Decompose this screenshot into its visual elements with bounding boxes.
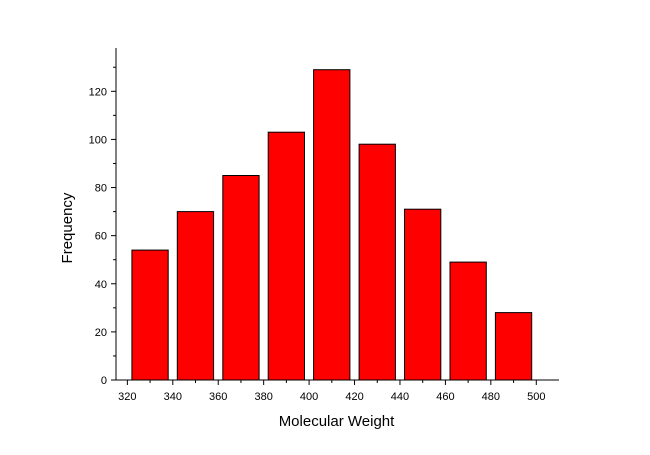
x-tick-label: 480	[482, 391, 500, 403]
y-tick-label: 20	[95, 327, 107, 339]
y-axis-title: Frequency	[59, 192, 76, 263]
x-tick-label: 400	[300, 391, 318, 403]
y-tick-label: 60	[95, 231, 107, 243]
bar-7	[449, 261, 487, 381]
bar-2	[222, 175, 260, 381]
x-tick-label: 420	[345, 391, 363, 403]
x-tick-label: 440	[391, 391, 409, 403]
bar-1	[176, 211, 215, 381]
bar-3	[267, 131, 306, 381]
x-tick-label: 460	[436, 391, 454, 403]
y-tick-label: 120	[89, 86, 107, 98]
x-tick-label: 500	[527, 391, 545, 403]
x-tick-label: 360	[209, 391, 227, 403]
axes-group: 320 340 360 380 400 420 440 460 480 500 0 20 40 60 80 1…	[89, 48, 559, 403]
y-tick-label: 40	[95, 279, 107, 291]
y-tick-label: 0	[101, 375, 107, 387]
x-tick-label: 340	[164, 391, 182, 403]
y-tick-label: 80	[95, 183, 107, 195]
x-axis-title: Molecular Weight	[279, 413, 395, 430]
bar-8	[494, 312, 533, 381]
bar-5	[358, 143, 396, 381]
bar-6	[404, 208, 442, 381]
bars-group	[131, 69, 533, 381]
bar-4	[313, 69, 351, 381]
y-tick-label: 100	[89, 134, 107, 146]
bar-0	[131, 249, 169, 381]
x-tick-label: 320	[118, 391, 136, 403]
x-tick-label: 380	[254, 391, 272, 403]
